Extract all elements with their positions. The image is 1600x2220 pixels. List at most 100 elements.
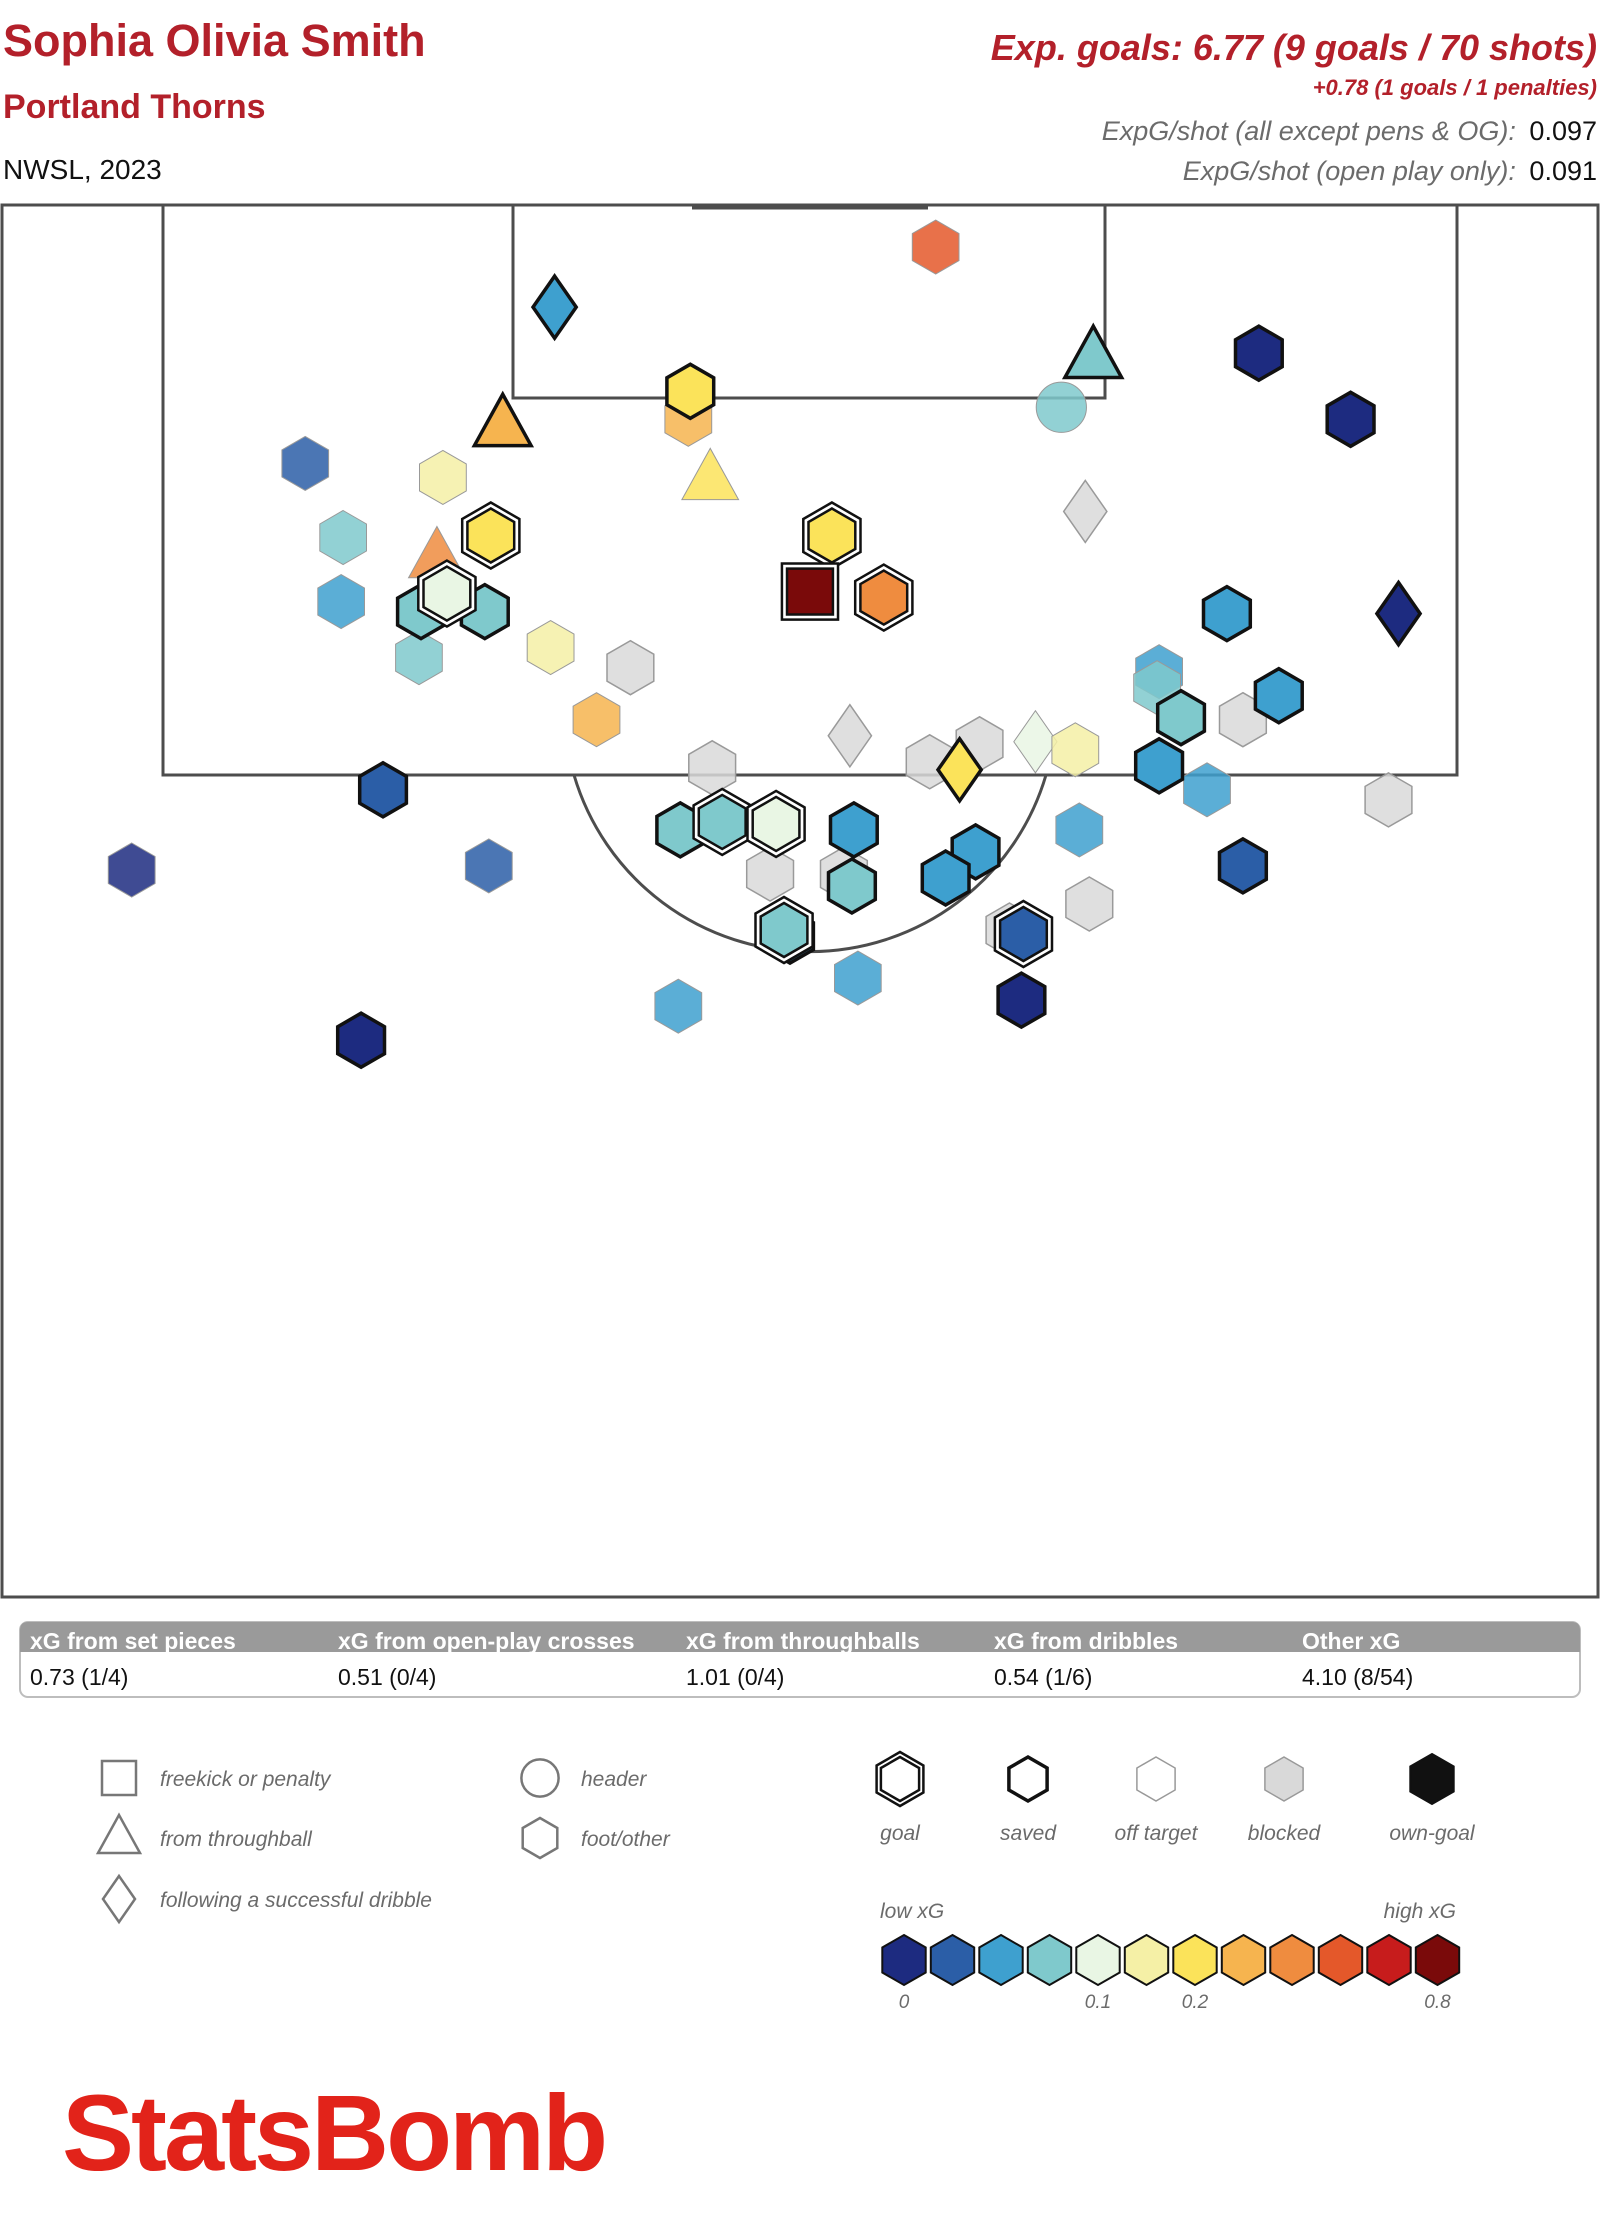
legend-shape-label: following a successful dribble <box>160 1889 432 1912</box>
xg-open-play-label: ExpG/shot (open play only): <box>1183 156 1516 186</box>
shot-marker <box>780 562 840 621</box>
legend-shape-hexagon: foot/other <box>521 1816 671 1860</box>
shot-marker <box>419 449 467 505</box>
shot-marker <box>471 390 535 448</box>
shot-marker <box>317 574 365 630</box>
shot-marker <box>1325 390 1376 449</box>
scale-low-label: low xG <box>880 1900 944 1923</box>
team-name: Portland Thorns <box>3 88 266 126</box>
summary-table: xG from set pieces 0.73 (1/4) xG from open… <box>19 1621 1581 1698</box>
shot-marker <box>853 563 914 633</box>
xg-color-scale: low xG high xG 0 0.1 0.2 0.8 <box>880 1900 1461 2013</box>
shot-marker <box>1051 722 1100 778</box>
shot-marker <box>1013 709 1058 774</box>
shot-marker <box>395 630 443 686</box>
shot-marker <box>460 501 521 570</box>
shot-marker <box>319 509 367 566</box>
shot-marker <box>920 848 971 908</box>
scale-swatch <box>1414 1933 1461 1987</box>
player-name: Sophia Olivia Smith <box>3 15 426 66</box>
shot-marker <box>107 842 156 898</box>
legend-outcome-saved: saved <box>1000 1754 1057 1845</box>
shot-marker <box>1062 479 1108 544</box>
penalty-summary: +0.78 (1 goals / 1 penalties) <box>1313 75 1597 100</box>
scale-swatch <box>1172 1933 1218 1987</box>
shot-marker <box>996 971 1047 1030</box>
xg-open-play-value: 0.091 <box>1529 156 1597 186</box>
legend-outcome-off_target: off target <box>1115 1756 1199 1845</box>
shot-marker <box>572 692 621 748</box>
scale-tick-label: 0 <box>899 1992 910 2013</box>
summary-table-header-bg <box>20 1622 1580 1652</box>
shot-marker <box>1065 876 1114 932</box>
scale-swatch <box>978 1933 1024 1987</box>
shot-marker <box>1364 772 1413 828</box>
xg-per-shot-label: ExpG/shot (all except pens & OG): <box>1102 116 1516 146</box>
summary-col-header: xG from throughballs <box>686 1628 920 1654</box>
scale-swatch <box>1220 1933 1267 1987</box>
shot-marker <box>654 978 703 1034</box>
shot-marker <box>827 703 873 769</box>
xg-summary: Exp. goals: 6.77 (9 goals / 70 shots) <box>991 27 1597 68</box>
shot-marker <box>754 895 814 965</box>
scale-swatch <box>1317 1933 1364 1987</box>
scale-tick-label: 0.2 <box>1182 1992 1209 2013</box>
summary-col-value: 0.51 (0/4) <box>338 1664 436 1690</box>
summary-col-value: 4.10 (8/54) <box>1302 1664 1413 1690</box>
legend-shape-label: foot/other <box>581 1828 671 1851</box>
scale-swatch <box>1123 1933 1170 1987</box>
xg-per-shot-value: 0.097 <box>1529 116 1597 146</box>
outcome-legend: goal saved off target blocked own-goal <box>875 1750 1476 1845</box>
shot-marker <box>357 760 409 819</box>
shot-marker <box>1253 666 1304 725</box>
shot-marker <box>1217 836 1269 895</box>
legend-outcome-label: blocked <box>1248 1822 1322 1845</box>
shot-marker <box>911 219 960 275</box>
summary-col-header: xG from dribbles <box>994 1628 1178 1654</box>
legend-shape-label: from throughball <box>160 1828 313 1851</box>
shot-marker <box>746 789 806 859</box>
shot-marker <box>993 899 1054 969</box>
legend-outcome-label: goal <box>880 1822 921 1845</box>
legend-outcome-own_goal: own-goal <box>1389 1752 1476 1845</box>
legend-outcome-label: off target <box>1115 1822 1199 1845</box>
shot-marker <box>681 447 740 501</box>
shot-marker <box>935 735 984 804</box>
shot-marker <box>464 838 513 894</box>
legend-shape-label: freekick or penalty <box>160 1768 332 1791</box>
summary-col-value: 0.54 (1/6) <box>994 1664 1092 1690</box>
shot-marker <box>335 1011 387 1070</box>
shot-marker <box>826 856 878 916</box>
scale-high-label: high xG <box>1384 1900 1456 1923</box>
shot-marker <box>834 950 882 1006</box>
shot-marker <box>1374 579 1423 648</box>
shot-marker <box>281 435 330 491</box>
xg-per-shot-row: ExpG/shot (all except pens & OG): 0.097 <box>1102 116 1597 146</box>
shot-marker <box>526 620 575 676</box>
shot-marker <box>828 800 879 859</box>
legend-outcome-blocked: blocked <box>1248 1756 1322 1845</box>
scale-swatch <box>929 1933 976 1987</box>
legend-outcome-goal: goal <box>875 1750 925 1845</box>
summary-col-header: xG from set pieces <box>30 1628 236 1654</box>
legend-shape-circle: header <box>520 1758 647 1798</box>
shot-marker <box>606 639 655 696</box>
scale-tick-label: 0.1 <box>1085 1992 1111 2013</box>
scale-swatch <box>1366 1933 1412 1987</box>
shot-marker <box>1061 322 1125 380</box>
scale-tick-label: 0.8 <box>1424 1992 1451 2013</box>
legend-shape-square: freekick or penalty <box>100 1759 332 1797</box>
legend-shape-diamond: following a successful dribble <box>101 1873 432 1925</box>
shot-marker <box>665 362 716 421</box>
shot-marker <box>1133 736 1185 795</box>
competition-label: NWSL, 2023 <box>3 154 162 185</box>
legend-outcome-label: saved <box>1000 1822 1057 1845</box>
shot-marker <box>745 846 795 902</box>
shots-layer <box>107 219 1423 1070</box>
legend-shape-label: header <box>581 1768 647 1791</box>
shot-marker <box>1055 802 1104 858</box>
scale-swatch <box>1269 1933 1315 1987</box>
summary-col-value: 0.73 (1/4) <box>30 1664 128 1690</box>
